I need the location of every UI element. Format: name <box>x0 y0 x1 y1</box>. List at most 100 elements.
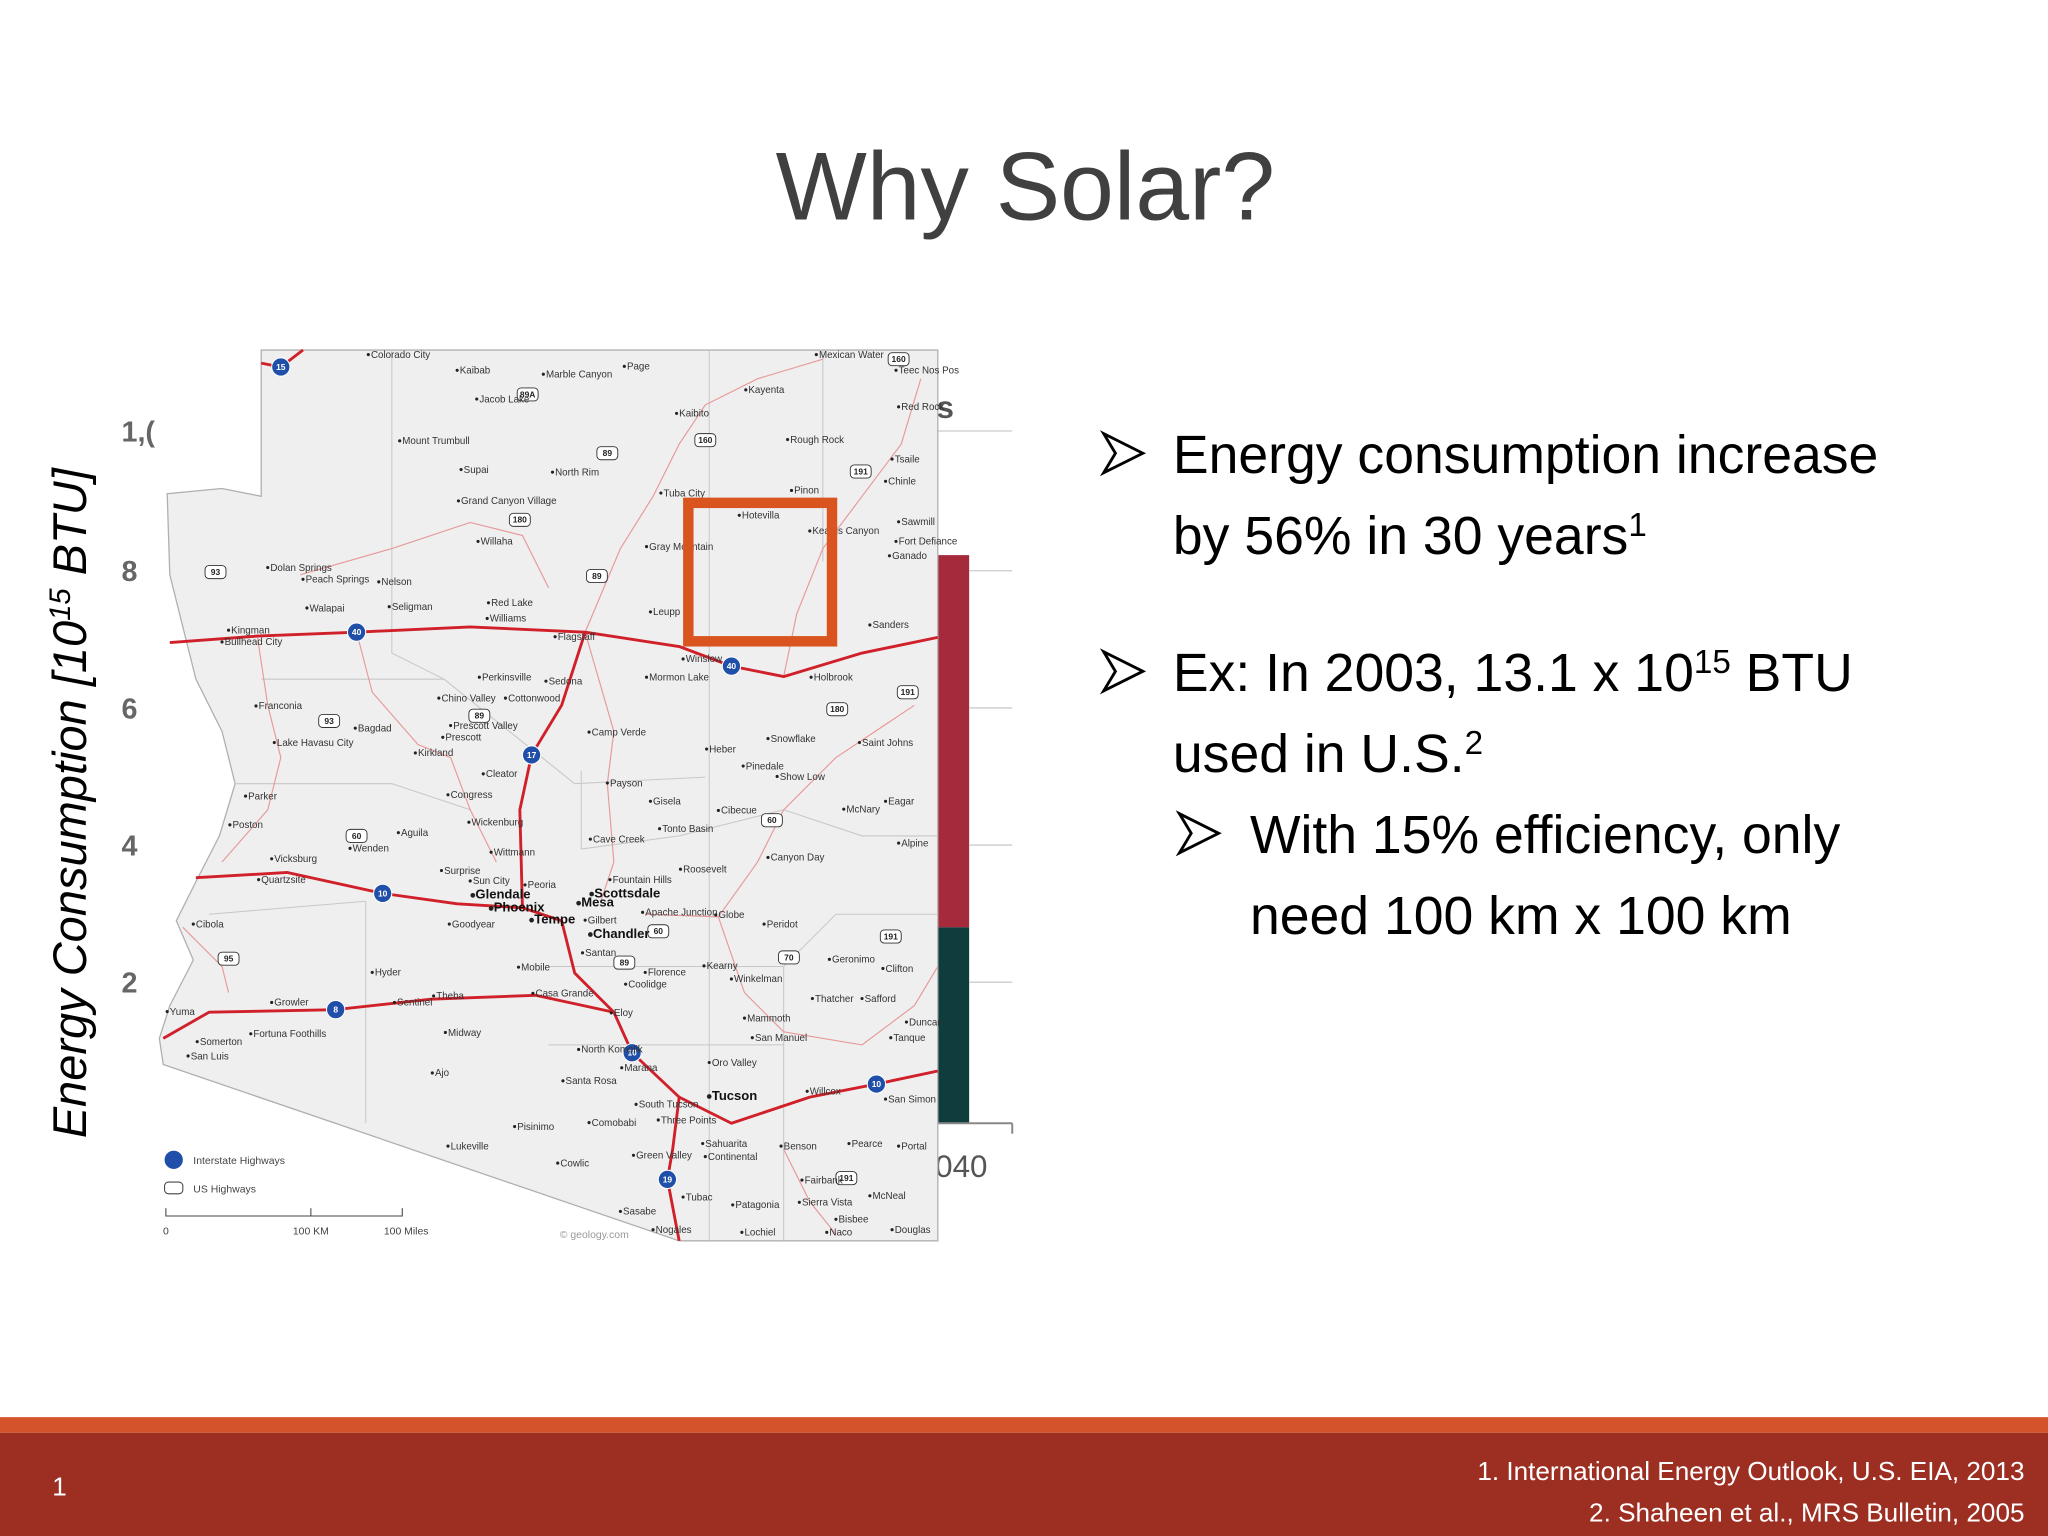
city-label: Safford <box>865 994 896 1005</box>
city-label: Kaibab <box>460 366 491 377</box>
city-label: Perkinsville <box>482 672 531 683</box>
city-label: Sentinel <box>397 998 432 1009</box>
city-label: Comobabi <box>592 1118 637 1129</box>
city-dot <box>648 610 653 614</box>
city-label: Mesa <box>581 894 614 909</box>
city-dot <box>620 1066 624 1070</box>
superscript: 15 <box>45 588 77 621</box>
reference: 2. Shaheen et al., MRS Bulletin, 2005 <box>1589 1498 2024 1528</box>
interstate-shield <box>346 622 367 642</box>
city-dot <box>439 868 444 873</box>
city-dot <box>580 951 585 955</box>
city-dot <box>894 368 898 372</box>
city-dot <box>456 499 461 503</box>
us-highway-number: 89 <box>592 571 602 581</box>
city-label: Mormon Lake <box>649 672 709 683</box>
interstate-shield <box>622 1043 642 1063</box>
city-dot <box>272 740 276 745</box>
city-label: Jacob Lake <box>479 394 529 405</box>
bullet-line: by 56% in 30 years1 <box>1173 506 1647 565</box>
city-label: Lukeville <box>451 1141 489 1152</box>
city-label: Winslow <box>686 654 723 665</box>
us-shield <box>694 433 717 448</box>
city-label: San Manuel <box>755 1033 807 1044</box>
city-dot <box>881 966 885 971</box>
city-label: Walapai <box>310 603 345 614</box>
city-label: Mount Trumbull <box>402 436 469 447</box>
city-dot <box>531 991 535 995</box>
text-run: Energy Consumption [10 <box>43 621 96 1138</box>
city-dot <box>897 405 901 409</box>
city-label: Douglas <box>895 1225 931 1236</box>
city-dot <box>805 1089 809 1093</box>
city-label: Keams Canyon <box>812 526 879 537</box>
background-chart <box>914 430 1014 1134</box>
city-label: San Simon <box>888 1094 936 1105</box>
city-dot <box>556 1161 560 1165</box>
us-shield <box>879 929 902 944</box>
city-label: South Tucson <box>639 1100 699 1111</box>
interstate-number: 15 <box>276 362 286 372</box>
city-dot <box>254 704 258 708</box>
city-label: Tuba City <box>664 488 706 499</box>
us-shield <box>596 446 619 461</box>
city-dot <box>631 1153 636 1157</box>
interstate-number: 8 <box>333 1005 338 1015</box>
us-shield <box>835 1171 858 1186</box>
city-dot <box>834 1217 838 1221</box>
city-dot <box>467 820 471 824</box>
interstate-number: 17 <box>527 750 537 760</box>
us-shield <box>204 565 227 580</box>
city-label: Sierra Vista <box>802 1198 853 1209</box>
chart-fragments: Energy Consumption [1015 BTU] 1,(8 6 4 2 040 s <box>43 390 987 1184</box>
us-highway-number: 89 <box>603 448 613 458</box>
us-shield <box>585 569 608 583</box>
city-dot <box>165 1010 169 1014</box>
city-label: Cleator <box>486 769 518 780</box>
city-label: Chandler <box>593 926 650 941</box>
city-dot <box>270 1000 274 1005</box>
city-dot <box>808 529 812 533</box>
city-label: McNeal <box>872 1191 905 1202</box>
city-dot <box>703 1155 707 1159</box>
legend-label: US Highways <box>193 1184 256 1195</box>
city-dot <box>809 675 813 679</box>
city-label: Marana <box>624 1063 658 1074</box>
city-dot <box>800 1178 804 1182</box>
city-dot <box>443 1030 447 1035</box>
city-label: Duncan <box>909 1017 943 1028</box>
city-dot <box>857 740 861 745</box>
city-label: Bisbee <box>839 1215 869 1226</box>
city-dot <box>553 635 557 639</box>
city-dot <box>576 900 581 906</box>
city-dot <box>827 957 831 961</box>
city-label: Fountain Hills <box>613 875 672 886</box>
city-label: Fortuna Foothills <box>253 1029 326 1040</box>
text-run: BTU] <box>43 467 96 588</box>
city-label: Florence <box>648 968 686 979</box>
y-tick-fragment: 6 <box>121 693 137 725</box>
city-label: Marble Canyon <box>546 369 612 380</box>
city-label: Cowlic <box>560 1158 589 1169</box>
scale-bar <box>165 1208 403 1217</box>
city-label: Eagar <box>888 797 915 808</box>
city-label: Sasabe <box>623 1207 656 1218</box>
scale-label: 100 Miles <box>384 1226 429 1237</box>
city-label: Kirkland <box>418 748 453 759</box>
city-dot <box>227 628 231 632</box>
us-highway-number: 89 <box>475 711 485 721</box>
city-dot <box>681 1195 685 1199</box>
city-label: Tubac <box>686 1192 713 1203</box>
city-dot <box>741 764 745 768</box>
text-run: used in U.S. <box>1173 725 1465 784</box>
city-label: Peridot <box>767 919 798 930</box>
city-dot <box>396 831 400 835</box>
city-dot <box>441 735 445 739</box>
city-dot <box>550 470 555 474</box>
city-label: Santan <box>585 948 616 959</box>
city-dot <box>481 772 485 776</box>
interstate-shield <box>866 1074 887 1094</box>
city-label: Page <box>627 362 650 373</box>
